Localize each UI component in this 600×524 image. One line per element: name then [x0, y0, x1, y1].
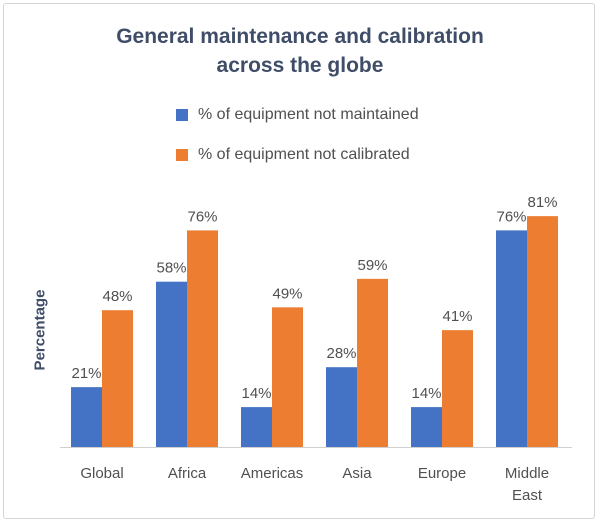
bar-not-maintained-4: [411, 407, 442, 447]
legend-label-not-calibrated: % of equipment not calibrated: [198, 146, 410, 163]
legend-label-not-maintained: % of equipment not maintained: [198, 106, 419, 123]
data-label-not-maintained-4: 14%: [411, 385, 441, 402]
data-label-not-maintained-5: 76%: [496, 208, 526, 225]
bar-not-calibrated-5: [527, 216, 558, 447]
legend-swatch-not-maintained: [176, 109, 188, 121]
x-tick-label-5-0: Middle: [505, 465, 549, 482]
bar-not-maintained-0: [71, 387, 102, 447]
chart-title-line-2: across the globe: [216, 54, 384, 77]
legend: % of equipment not maintained % of equip…: [176, 104, 419, 184]
legend-swatch-not-calibrated: [176, 149, 188, 161]
legend-item-not-calibrated: % of equipment not calibrated: [176, 144, 419, 166]
data-label-not-calibrated-4: 41%: [442, 308, 472, 325]
data-label-not-maintained-2: 14%: [241, 385, 271, 402]
data-label-not-maintained-1: 58%: [156, 260, 186, 277]
x-tick-label-0: Global: [80, 465, 123, 482]
bar-not-calibrated-2: [272, 307, 303, 447]
data-label-not-maintained-3: 28%: [326, 345, 356, 362]
data-label-not-calibrated-5: 81%: [527, 194, 557, 211]
bar-not-calibrated-3: [357, 278, 388, 447]
bar-not-calibrated-0: [102, 310, 133, 447]
x-tick-label-5-1: East: [512, 487, 543, 504]
data-label-not-calibrated-0: 48%: [102, 288, 132, 305]
bar-not-maintained-3: [326, 367, 357, 447]
bar-not-calibrated-4: [442, 330, 473, 447]
legend-item-not-maintained: % of equipment not maintained: [176, 104, 419, 126]
x-tick-label-4: Europe: [418, 465, 466, 482]
chart-title: General maintenance and calibration acro…: [0, 22, 600, 80]
bar-not-maintained-1: [156, 281, 187, 447]
bar-not-maintained-5: [496, 230, 527, 447]
data-label-not-calibrated-1: 76%: [187, 208, 217, 225]
bar-not-maintained-2: [241, 407, 272, 447]
data-label-not-calibrated-2: 49%: [272, 285, 302, 302]
chart-title-line-1: General maintenance and calibration: [116, 25, 484, 48]
data-label-not-calibrated-3: 59%: [357, 257, 387, 274]
data-label-not-maintained-0: 21%: [71, 365, 101, 382]
x-tick-label-3: Asia: [342, 465, 372, 482]
x-tick-label-1: Africa: [168, 465, 207, 482]
bar-not-calibrated-1: [187, 230, 218, 447]
x-tick-label-2: Americas: [241, 465, 304, 482]
